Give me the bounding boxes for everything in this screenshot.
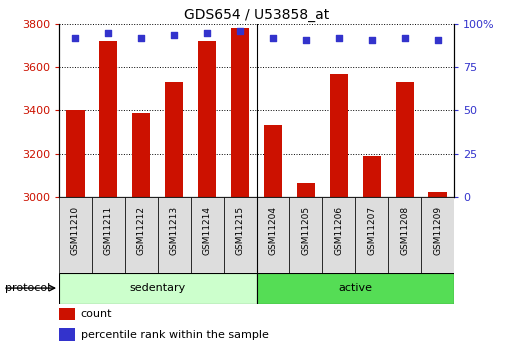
- Text: GSM11213: GSM11213: [170, 206, 179, 255]
- Bar: [59, 328, 75, 341]
- Bar: [256, 197, 289, 273]
- Bar: [297, 183, 315, 197]
- Text: GSM11208: GSM11208: [400, 206, 409, 255]
- Text: GSM11209: GSM11209: [433, 206, 442, 255]
- Text: sedentary: sedentary: [130, 283, 186, 293]
- Text: active: active: [338, 283, 372, 293]
- Point: [334, 35, 343, 41]
- Bar: [59, 308, 75, 320]
- Text: GSM11206: GSM11206: [334, 206, 343, 255]
- Bar: [421, 197, 454, 273]
- Bar: [224, 197, 256, 273]
- Text: GSM11211: GSM11211: [104, 206, 113, 255]
- Bar: [363, 156, 381, 197]
- Bar: [289, 197, 322, 273]
- Text: GSM11210: GSM11210: [71, 206, 80, 255]
- Title: GDS654 / U53858_at: GDS654 / U53858_at: [184, 8, 329, 22]
- Point: [137, 35, 145, 41]
- Text: GSM11215: GSM11215: [235, 206, 245, 255]
- Bar: [388, 197, 421, 273]
- Point: [170, 32, 179, 37]
- Bar: [92, 197, 125, 273]
- Point: [433, 37, 442, 42]
- Text: GSM11207: GSM11207: [367, 206, 376, 255]
- Point: [302, 37, 310, 42]
- Bar: [428, 192, 447, 197]
- Bar: [59, 273, 256, 304]
- Bar: [322, 197, 355, 273]
- Bar: [191, 197, 224, 273]
- Point: [236, 28, 244, 34]
- Point: [368, 37, 376, 42]
- Bar: [256, 273, 454, 304]
- Bar: [165, 82, 183, 197]
- Bar: [198, 41, 216, 197]
- Bar: [125, 197, 158, 273]
- Point: [203, 30, 211, 36]
- Point: [269, 35, 277, 41]
- Bar: [132, 112, 150, 197]
- Bar: [66, 110, 85, 197]
- Bar: [100, 41, 117, 197]
- Text: protocol: protocol: [5, 283, 50, 293]
- Bar: [59, 197, 92, 273]
- Point: [401, 35, 409, 41]
- Bar: [158, 197, 191, 273]
- Text: count: count: [81, 309, 112, 319]
- Text: percentile rank within the sample: percentile rank within the sample: [81, 330, 269, 339]
- Bar: [355, 197, 388, 273]
- Bar: [330, 74, 348, 197]
- Text: GSM11204: GSM11204: [268, 206, 278, 255]
- Bar: [264, 126, 282, 197]
- Point: [104, 30, 112, 36]
- Text: GSM11212: GSM11212: [137, 206, 146, 255]
- Text: GSM11205: GSM11205: [301, 206, 310, 255]
- Bar: [396, 82, 413, 197]
- Bar: [231, 28, 249, 197]
- Text: GSM11214: GSM11214: [203, 206, 212, 255]
- Point: [71, 35, 80, 41]
